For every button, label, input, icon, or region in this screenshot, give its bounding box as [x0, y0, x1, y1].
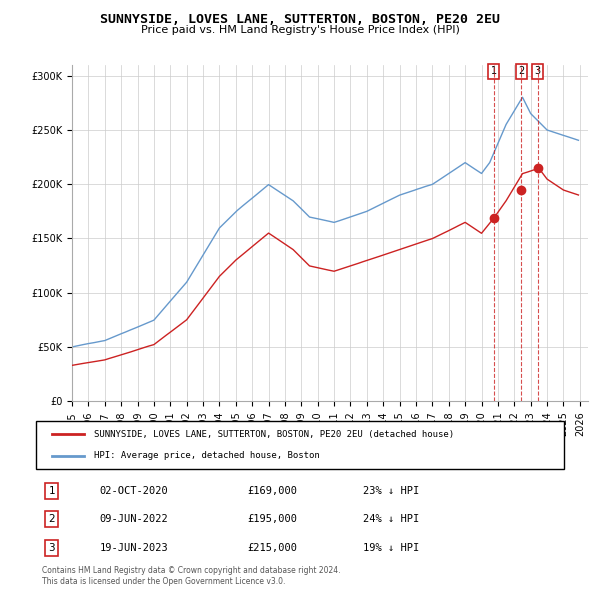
Text: 3: 3: [535, 67, 541, 77]
Text: £215,000: £215,000: [247, 543, 297, 553]
Text: Price paid vs. HM Land Registry's House Price Index (HPI): Price paid vs. HM Land Registry's House …: [140, 25, 460, 35]
Text: 23% ↓ HPI: 23% ↓ HPI: [364, 486, 419, 496]
Text: £195,000: £195,000: [247, 514, 297, 525]
Text: 2: 2: [518, 67, 524, 77]
Text: HPI: Average price, detached house, Boston: HPI: Average price, detached house, Bost…: [94, 451, 320, 460]
Text: 2: 2: [49, 514, 55, 525]
Text: Contains HM Land Registry data © Crown copyright and database right 2024.: Contains HM Land Registry data © Crown c…: [42, 566, 341, 575]
Text: £169,000: £169,000: [247, 486, 297, 496]
Text: 1: 1: [491, 67, 497, 77]
Text: 19-JUN-2023: 19-JUN-2023: [100, 543, 168, 553]
Text: 02-OCT-2020: 02-OCT-2020: [100, 486, 168, 496]
Text: This data is licensed under the Open Government Licence v3.0.: This data is licensed under the Open Gov…: [42, 577, 286, 586]
Text: 09-JUN-2022: 09-JUN-2022: [100, 514, 168, 525]
FancyBboxPatch shape: [36, 421, 564, 469]
Text: SUNNYSIDE, LOVES LANE, SUTTERTON, BOSTON, PE20 2EU (detached house): SUNNYSIDE, LOVES LANE, SUTTERTON, BOSTON…: [94, 430, 454, 439]
Text: 24% ↓ HPI: 24% ↓ HPI: [364, 514, 419, 525]
Text: 19% ↓ HPI: 19% ↓ HPI: [364, 543, 419, 553]
Text: 1: 1: [49, 486, 55, 496]
Text: SUNNYSIDE, LOVES LANE, SUTTERTON, BOSTON, PE20 2EU: SUNNYSIDE, LOVES LANE, SUTTERTON, BOSTON…: [100, 13, 500, 26]
Text: 3: 3: [49, 543, 55, 553]
